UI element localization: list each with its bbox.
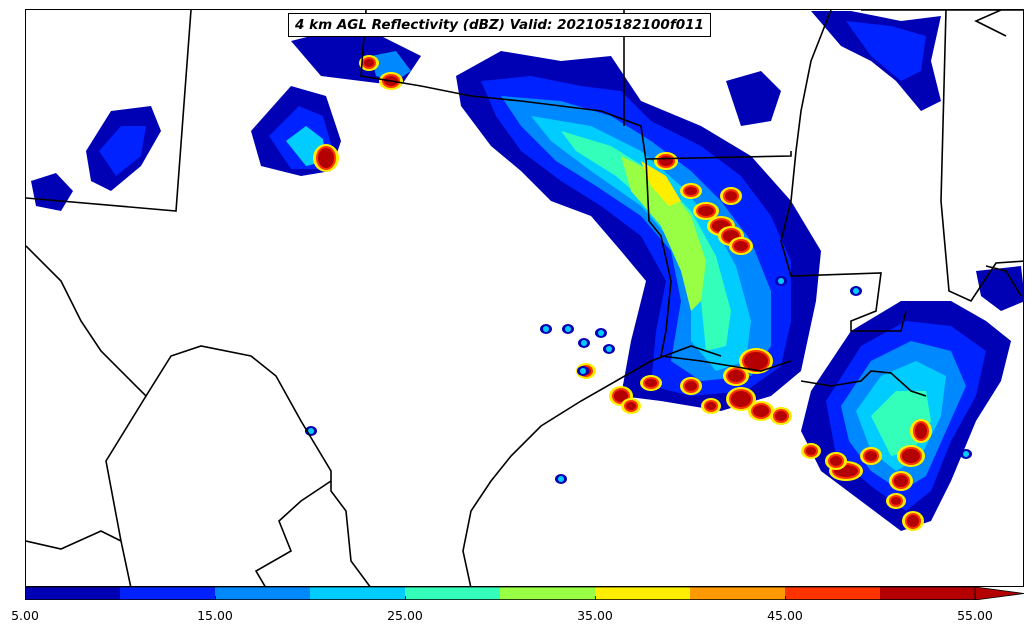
- echo-core: [734, 241, 748, 251]
- colorbar-extend-arrow: [974, 587, 1025, 600]
- small-echo-cell: [558, 476, 564, 482]
- mexico-state-border-1: [105, 395, 147, 586]
- colorbar-tick-label: 45.00: [767, 608, 803, 623]
- texas-panhandle-border: [26, 10, 192, 212]
- echo-region: [641, 161, 681, 206]
- echo-core: [902, 449, 920, 463]
- colorbar-segment: [785, 587, 880, 600]
- small-echo-cell: [963, 451, 969, 457]
- echo-core: [744, 352, 768, 370]
- colorbar-tick-label: 5.00: [11, 608, 39, 623]
- reflectivity-map: [26, 10, 1023, 586]
- colorbar-tick-label: 35.00: [577, 608, 613, 623]
- echo-core: [685, 381, 697, 391]
- mississippi-river-border: [780, 10, 907, 332]
- colorbar-outline: [25, 587, 975, 600]
- echo-core: [685, 187, 697, 195]
- arkansas-louisiana-border: [645, 151, 792, 160]
- mexico-state-border-2: [26, 530, 122, 550]
- mississippi-alabama-border: [940, 10, 1023, 303]
- echo-region: [31, 173, 73, 211]
- texas-louisiana-border: [645, 158, 792, 372]
- colorbar-tick-label: 55.00: [957, 608, 993, 623]
- colorbar-segment: [880, 587, 975, 600]
- echo-core: [731, 391, 751, 407]
- louisiana-coastline: [800, 370, 927, 397]
- state-boundaries: [26, 10, 1023, 586]
- echo-core: [725, 191, 737, 201]
- rio-grande-border: [26, 245, 371, 586]
- mexico-state-border-3: [254, 480, 332, 586]
- small-echo-cell: [853, 288, 859, 294]
- red-river-border: [360, 10, 647, 162]
- alabama-coast: [974, 10, 1007, 37]
- small-echo-cell: [308, 428, 314, 434]
- colorbar-tick-label: 15.00: [197, 608, 233, 623]
- florida-panhandle-border: [985, 265, 1022, 297]
- echo-region: [531, 116, 751, 371]
- echo-region: [846, 21, 926, 81]
- colorbar-segment: [595, 587, 690, 600]
- echo-core: [659, 156, 673, 166]
- echo-core: [830, 456, 842, 466]
- colorbar: [25, 587, 1025, 600]
- echo-core: [364, 59, 374, 67]
- colorbar-segment: [120, 587, 215, 600]
- small-echo-cell: [580, 368, 586, 374]
- map-title: 4 km AGL Reflectivity (dBZ) Valid: 20210…: [288, 13, 711, 37]
- echo-core: [775, 411, 787, 421]
- echo-core: [907, 515, 919, 527]
- small-echo-cell: [565, 326, 571, 332]
- colorbar-segment: [690, 587, 785, 600]
- colorbar-segment: [500, 587, 595, 600]
- small-echo-cell: [543, 326, 549, 332]
- echo-core: [698, 206, 714, 216]
- echo-region: [726, 71, 781, 126]
- echo-region: [371, 51, 411, 81]
- echo-core: [706, 402, 716, 410]
- colorbar-segment: [405, 587, 500, 600]
- small-echo-cell: [606, 346, 612, 352]
- map-panel: [25, 9, 1024, 587]
- echo-core: [894, 475, 908, 487]
- echo-core: [865, 451, 877, 461]
- echo-region: [621, 156, 706, 311]
- echo-core: [753, 405, 769, 417]
- small-echo-cell: [778, 278, 784, 284]
- colorbar-segment: [310, 587, 405, 600]
- echo-core: [728, 370, 744, 382]
- colorbar-segment: [215, 587, 310, 600]
- echo-core: [318, 148, 334, 168]
- colorbar-segment: [25, 587, 120, 600]
- echo-core: [626, 402, 636, 410]
- echo-core: [614, 390, 628, 402]
- small-echo-cell: [581, 340, 587, 346]
- echo-core: [915, 423, 927, 439]
- echo-core: [891, 497, 901, 505]
- small-echo-cell: [598, 330, 604, 336]
- echo-core: [645, 379, 657, 387]
- echo-region: [99, 126, 146, 176]
- reflectivity-echoes: [31, 11, 1023, 531]
- colorbar-tick-label: 25.00: [387, 608, 423, 623]
- gulf-coastline: [462, 345, 722, 586]
- echo-core: [806, 447, 816, 455]
- echo-region: [976, 266, 1023, 311]
